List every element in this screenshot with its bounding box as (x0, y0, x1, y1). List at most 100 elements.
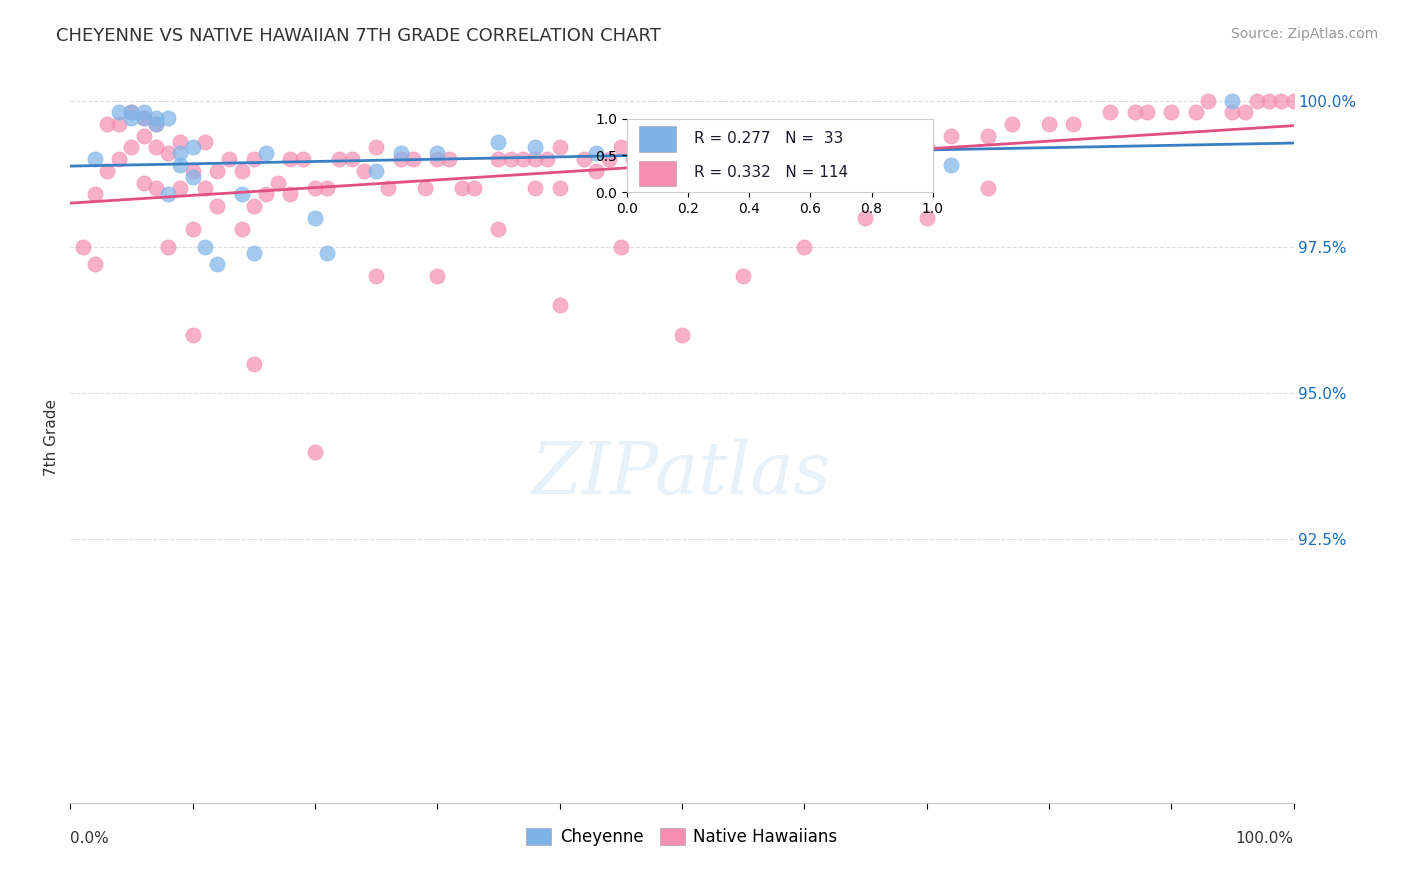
Point (610, 240, 633, 254)
Point (548, 140, 571, 154)
Point (915, 211, 938, 225)
Point (499, 152, 522, 166)
Y-axis label: 7th Grade: 7th Grade (44, 399, 59, 475)
Point (83, 152, 105, 166)
Text: Source: ZipAtlas.com: Source: ZipAtlas.com (1230, 27, 1378, 41)
Point (145, 117, 167, 131)
Text: 100.0%: 100.0% (1236, 831, 1294, 846)
Point (132, 176, 155, 190)
Point (353, 164, 375, 178)
Point (1220, 94, 1243, 108)
Point (231, 222, 253, 236)
Point (439, 152, 461, 166)
Point (817, 140, 839, 154)
Point (548, 181, 571, 195)
Point (169, 135, 191, 149)
Point (671, 135, 693, 149)
Point (1062, 117, 1084, 131)
Point (169, 146, 191, 161)
Point (304, 444, 326, 458)
Point (132, 111, 155, 125)
Point (145, 181, 167, 195)
Point (194, 135, 217, 149)
Point (695, 152, 717, 166)
Point (205, 164, 228, 178)
Point (733, 140, 755, 154)
Point (83, 187, 105, 202)
Point (108, 105, 131, 120)
Point (488, 135, 510, 149)
Point (769, 140, 792, 154)
Point (132, 105, 155, 120)
Point (181, 222, 204, 236)
Point (157, 146, 180, 161)
Point (780, 128, 803, 143)
Point (254, 187, 277, 202)
Point (976, 128, 998, 143)
Text: CHEYENNE VS NATIVE HAWAIIAN 7TH GRADE CORRELATION CHART: CHEYENNE VS NATIVE HAWAIIAN 7TH GRADE CO… (56, 27, 661, 45)
Point (426, 146, 449, 161)
Point (1233, 105, 1256, 120)
Point (83, 257, 105, 271)
Point (169, 181, 191, 195)
Point (377, 181, 399, 195)
Point (1160, 105, 1182, 120)
Point (450, 181, 472, 195)
Point (96, 164, 118, 178)
Point (1001, 117, 1024, 131)
Point (254, 146, 277, 161)
Point (1038, 117, 1060, 131)
Point (524, 140, 547, 154)
Point (524, 152, 547, 166)
Point (976, 181, 998, 195)
Point (157, 111, 180, 125)
Point (536, 152, 558, 166)
Point (426, 152, 449, 166)
Point (121, 105, 143, 120)
Point (218, 152, 240, 166)
Point (671, 327, 693, 342)
Point (389, 146, 412, 161)
Point (426, 269, 449, 284)
Point (683, 140, 706, 154)
Point (205, 199, 228, 213)
Point (194, 240, 217, 254)
Point (72, 240, 94, 254)
Point (108, 152, 131, 166)
Point (733, 269, 755, 284)
Point (891, 128, 914, 143)
Point (243, 152, 266, 166)
Point (939, 128, 962, 143)
Point (585, 164, 607, 178)
Point (280, 187, 302, 202)
Text: 0.0%: 0.0% (70, 831, 110, 846)
Point (879, 128, 901, 143)
Point (1220, 105, 1243, 120)
Point (328, 152, 350, 166)
Point (733, 128, 755, 143)
Point (866, 128, 889, 143)
Point (132, 111, 155, 125)
Point (121, 111, 143, 125)
Point (634, 152, 657, 166)
Point (413, 181, 436, 195)
Point (291, 152, 314, 166)
Point (181, 140, 204, 154)
Point (243, 199, 266, 213)
Point (806, 152, 828, 166)
Point (598, 152, 620, 166)
Point (488, 222, 510, 236)
Point (1258, 94, 1281, 108)
Point (389, 152, 412, 166)
Point (243, 245, 266, 260)
Point (280, 152, 302, 166)
Point (145, 117, 167, 131)
Point (671, 152, 693, 166)
Point (1282, 94, 1305, 108)
Point (205, 257, 228, 271)
Point (512, 152, 534, 166)
Point (304, 211, 326, 225)
Point (1197, 94, 1219, 108)
Point (366, 140, 388, 154)
Point (647, 152, 669, 166)
